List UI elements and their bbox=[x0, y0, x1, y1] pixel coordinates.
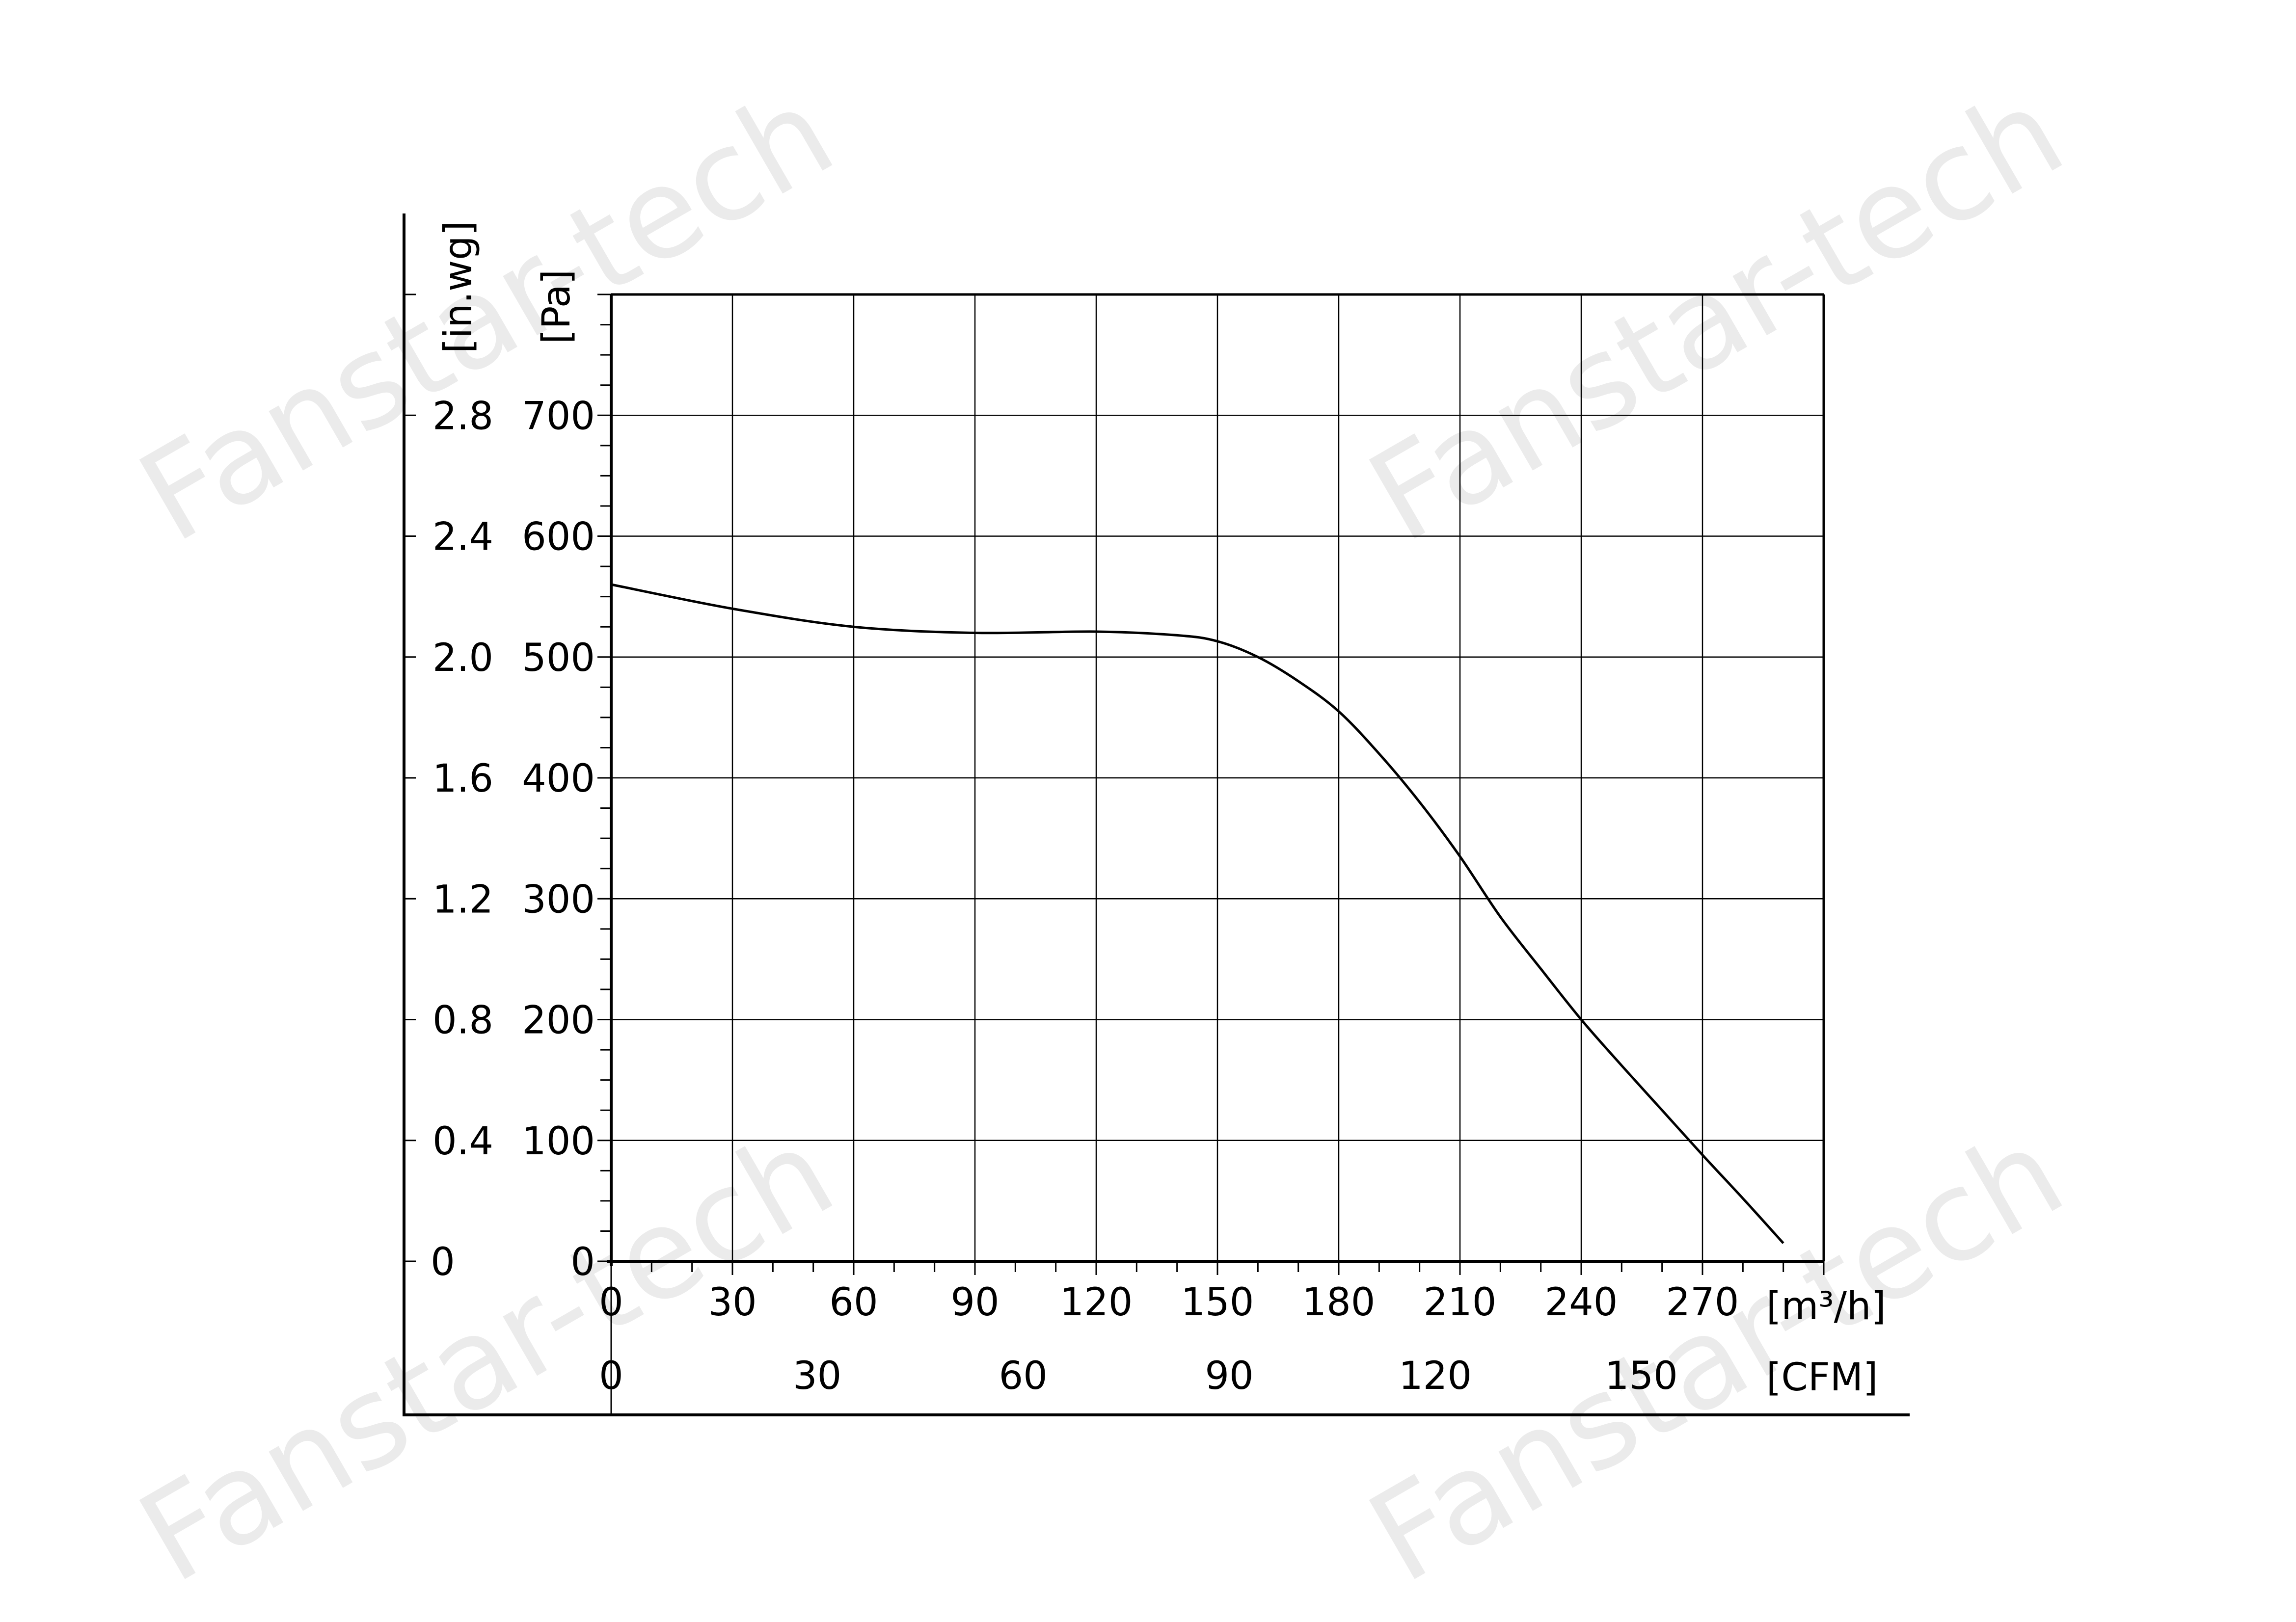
y-tick-label-pa: 700 bbox=[522, 394, 595, 438]
x-tick-label-cfm: 120 bbox=[1399, 1354, 1472, 1398]
x-tick-label-m3h: 240 bbox=[1545, 1280, 1618, 1325]
x-tick-label-m3h: 150 bbox=[1181, 1280, 1254, 1325]
y-tick-label-inwg: 0 bbox=[431, 1240, 455, 1284]
y-tick-label-inwg: 1.6 bbox=[432, 757, 493, 801]
x-tick-label-m3h: 0 bbox=[599, 1280, 623, 1325]
y-left-unit-label: [in.wg] bbox=[436, 221, 481, 353]
x-tick-label-cfm: 60 bbox=[999, 1354, 1048, 1398]
x-tick-label-m3h: 30 bbox=[708, 1280, 756, 1325]
y-tick-label-pa: 500 bbox=[522, 636, 595, 680]
x-tick-label-cfm: 0 bbox=[599, 1354, 623, 1398]
x-tick-label-cfm: 30 bbox=[793, 1354, 841, 1398]
y-tick-label-inwg: 2.0 bbox=[432, 636, 493, 680]
x-tick-label-cfm: 150 bbox=[1605, 1354, 1678, 1398]
watermark-text: Fanstar-tech bbox=[116, 1100, 857, 1611]
y-tick-label-inwg: 0.4 bbox=[432, 1119, 493, 1164]
y-tick-label-inwg: 1.2 bbox=[432, 877, 493, 922]
y-tick-label-pa: 400 bbox=[522, 757, 595, 801]
pressure-curve bbox=[611, 583, 1784, 1244]
y-tick-label-pa: 100 bbox=[522, 1119, 595, 1164]
x-tick-label-m3h: 120 bbox=[1060, 1280, 1133, 1325]
axis-ticks bbox=[404, 293, 1825, 1275]
tick-labels: 010020030040050060070000.40.81.21.62.02.… bbox=[431, 394, 1739, 1398]
y-tick-label-inwg: 2.4 bbox=[432, 515, 493, 559]
watermark-text: Fanstar-tech bbox=[1346, 59, 2086, 571]
x-tick-label-m3h: 60 bbox=[829, 1280, 878, 1325]
x-tick-label-m3h: 180 bbox=[1302, 1280, 1376, 1325]
y-right-unit-label: [Pa] bbox=[535, 269, 579, 344]
x-tick-label-m3h: 270 bbox=[1666, 1280, 1739, 1325]
y-tick-label-inwg: 2.8 bbox=[432, 394, 493, 438]
x-top-unit-label: [m³/h] bbox=[1766, 1284, 1886, 1329]
y-tick-label-pa: 600 bbox=[522, 515, 595, 559]
watermark-text: Fanstar-tech bbox=[116, 59, 857, 571]
y-tick-label-pa: 300 bbox=[522, 877, 595, 922]
y-tick-label-pa: 0 bbox=[570, 1240, 595, 1284]
curve-layer bbox=[611, 583, 1784, 1244]
x-tick-label-cfm: 90 bbox=[1205, 1354, 1253, 1398]
y-tick-label-pa: 200 bbox=[522, 999, 595, 1043]
y-tick-label-inwg: 0.8 bbox=[432, 999, 493, 1043]
x-tick-label-m3h: 90 bbox=[950, 1280, 999, 1325]
x-bottom-unit-label: [CFM] bbox=[1766, 1356, 1878, 1400]
x-tick-label-m3h: 210 bbox=[1424, 1280, 1497, 1325]
